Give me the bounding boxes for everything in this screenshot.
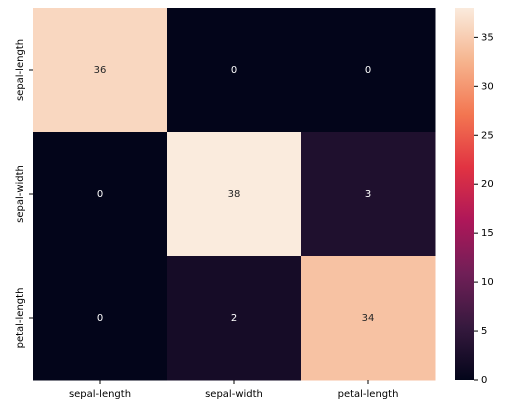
- cell-label: 3: [365, 189, 371, 200]
- colorbar-tick-label: 20: [481, 179, 494, 190]
- cell-label: 0: [231, 65, 237, 76]
- cell-label: 0: [97, 313, 103, 324]
- heatmap-cell: [167, 256, 302, 381]
- heatmap-cell: [33, 132, 168, 257]
- heatmap-cell: [167, 8, 302, 133]
- heatmap-cell: [33, 8, 168, 133]
- heatmap-cell: [33, 256, 168, 381]
- x-tick-label: petal-length: [338, 389, 399, 400]
- colorbar-tick-label: 35: [481, 32, 494, 43]
- colorbar-tick-label: 15: [481, 228, 494, 239]
- heatmap-cell: [301, 256, 436, 381]
- colorbar: [455, 8, 474, 380]
- colorbar-tick-label: 25: [481, 130, 494, 141]
- heatmap-cell: [301, 132, 436, 257]
- heatmap-cell: [167, 132, 302, 257]
- cell-label: 0: [97, 189, 103, 200]
- y-tick-label: sepal-length: [15, 39, 26, 101]
- cell-label: 0: [365, 65, 371, 76]
- x-tick-label: sepal-length: [69, 389, 131, 400]
- heatmap-cell: [301, 8, 436, 133]
- colorbar-tick-label: 0: [481, 375, 487, 386]
- cell-label: 36: [94, 65, 107, 76]
- colorbar-tick-label: 5: [481, 326, 487, 337]
- cell-label: 34: [362, 313, 375, 324]
- y-tick-label: petal-length: [15, 288, 26, 349]
- x-tick-label: sepal-width: [205, 389, 263, 400]
- cell-label: 38: [228, 189, 241, 200]
- cell-label: 2: [231, 313, 237, 324]
- y-tick-label: sepal-width: [15, 165, 26, 223]
- colorbar-tick-label: 10: [481, 277, 494, 288]
- colorbar-tick-label: 30: [481, 81, 494, 92]
